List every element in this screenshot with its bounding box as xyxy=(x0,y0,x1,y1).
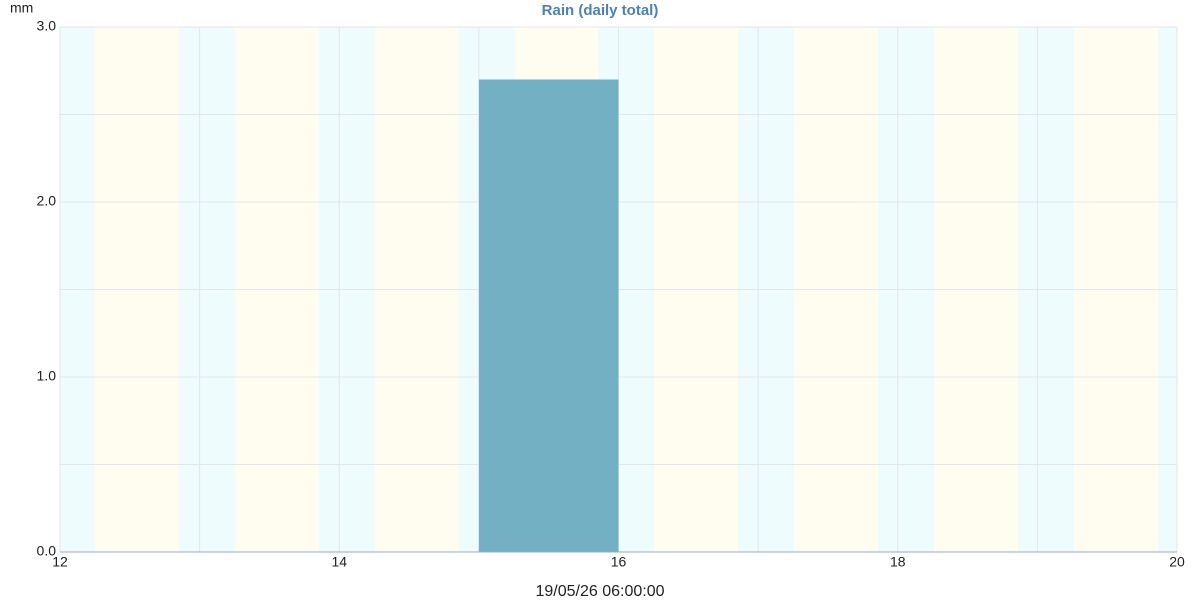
x-tick-label: 16 xyxy=(611,554,627,570)
x-tick-label: 12 xyxy=(52,554,68,570)
chart-title: Rain (daily total) xyxy=(542,2,659,19)
y-tick-label: 2.0 xyxy=(37,193,57,209)
bar xyxy=(478,79,619,552)
y-tick-label: 1.0 xyxy=(37,368,57,384)
y-tick-label: 3.0 xyxy=(37,18,57,34)
x-tick-label: 18 xyxy=(890,554,906,570)
x-tick-label: 20 xyxy=(1169,554,1185,570)
y-tick-label: 0.0 xyxy=(37,543,57,559)
x-axis-label: 19/05/26 06:00:00 xyxy=(535,583,664,600)
x-tick-label: 14 xyxy=(331,554,347,570)
y-axis-label: mm xyxy=(10,0,33,16)
